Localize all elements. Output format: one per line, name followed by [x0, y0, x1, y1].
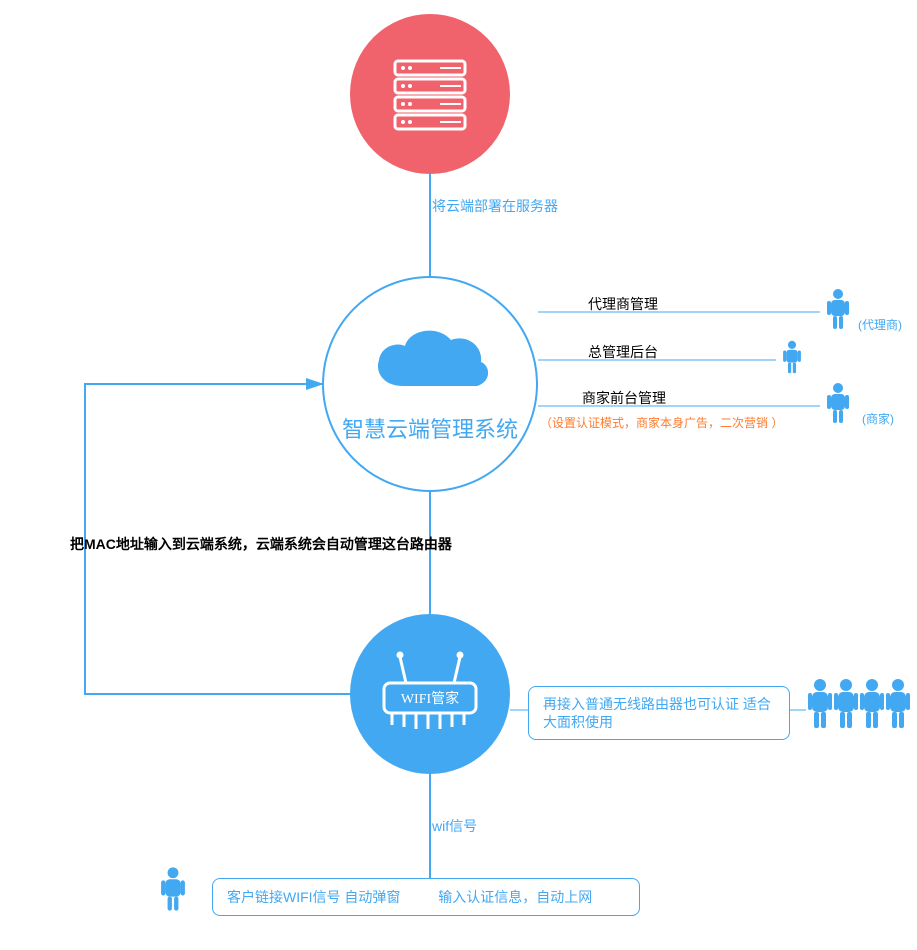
agent-role-caption: (代理商): [858, 316, 902, 333]
merchant-person-icon: [826, 382, 850, 429]
deploy-label: 将云端部署在服务器: [432, 196, 558, 216]
admin-person-icon: [782, 340, 802, 379]
server-icon: [385, 49, 475, 139]
cloud-title: 智慧云端管理系统: [342, 412, 518, 444]
wifi-node: WIFI管家: [350, 614, 510, 774]
agent-person-icon: [826, 288, 850, 335]
mac-feedback-label: 把MAC地址输入到云端系统，云端系统会自动管理这台路由器: [70, 534, 452, 554]
customer-person-icon: [160, 866, 186, 917]
people-group-icon: [808, 678, 912, 737]
cloud-icon: [365, 324, 495, 404]
client-note-left: 客户链接WIFI信号 自动弹窗: [227, 889, 400, 905]
merchant-sub-label: （设置认证模式，商家本身广告，二次营销 ）: [540, 414, 783, 431]
cloud-node: 智慧云端管理系统: [322, 276, 538, 492]
router-note-text: 再接入普通无线路由器也可认证 适合大面积使用: [543, 696, 771, 730]
wifi-inner-label: WIFI管家: [401, 690, 459, 707]
merchant-role-caption: (商家): [862, 410, 894, 427]
server-node: [350, 14, 510, 174]
client-note-right: 输入认证信息，自动上网: [438, 889, 592, 905]
merchant-front-label: 商家前台管理: [582, 388, 666, 408]
router-note-pill: 再接入普通无线路由器也可认证 适合大面积使用: [528, 686, 790, 740]
admin-back-label: 总管理后台: [588, 342, 658, 362]
wifi-signal-label: wif信号: [432, 816, 477, 836]
client-note-pill: 客户链接WIFI信号 自动弹窗 输入认证信息，自动上网: [212, 878, 640, 916]
router-icon: WIFI管家: [370, 649, 490, 739]
agent-mgmt-label: 代理商管理: [588, 294, 658, 314]
diagram-canvas: 将云端部署在服务器 智慧云端管理系统 代理商管理 总管理后台 商家前台管理 （设…: [0, 0, 917, 950]
